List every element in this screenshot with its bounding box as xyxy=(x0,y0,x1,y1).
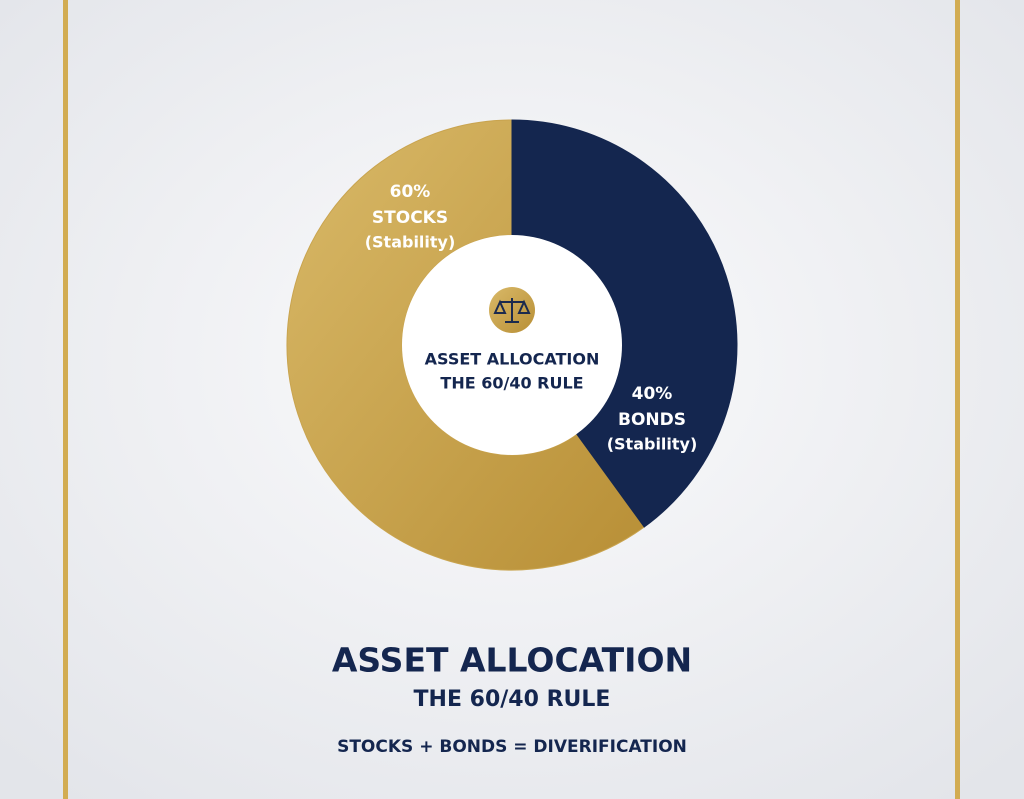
slice-sublabel: (Stability) xyxy=(365,233,456,252)
border-right xyxy=(955,0,960,799)
slice-value-label: 40% xyxy=(632,384,673,404)
donut xyxy=(286,119,738,571)
slice-category-label: BONDS xyxy=(618,410,686,430)
slice-value-label: 60% xyxy=(390,182,431,202)
border-left xyxy=(63,0,68,799)
center-subtitle: THE 60/40 RULE xyxy=(440,374,583,393)
slice-sublabel: (Stability) xyxy=(607,435,698,454)
subtitle: THE 60/40 RULE xyxy=(414,687,611,712)
center-title: ASSET ALLOCATION xyxy=(425,350,600,369)
scale-icon xyxy=(489,287,535,333)
title: ASSET ALLOCATION xyxy=(332,641,692,680)
donut-hole xyxy=(402,235,622,455)
slice-category-label: STOCKS xyxy=(372,208,448,228)
footer: STOCKS + BONDS = DIVERIFICATION xyxy=(337,737,687,757)
